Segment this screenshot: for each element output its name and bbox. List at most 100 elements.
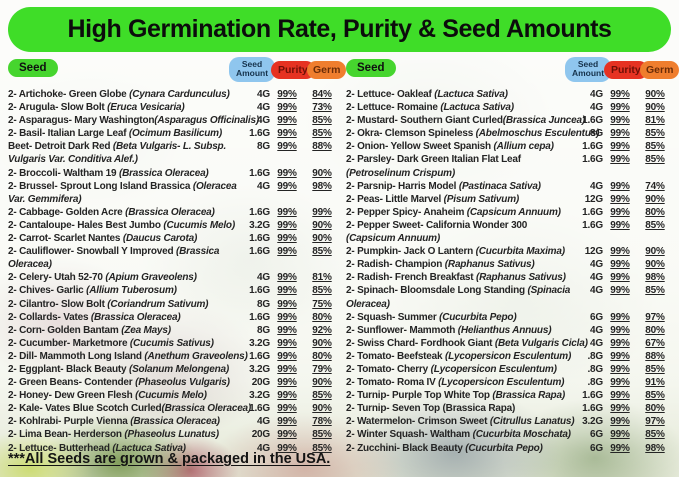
seed-row: 2- Collards- Vates (Brassica Oleracea) 1.… <box>8 311 340 324</box>
seed-name: 2- Cauliflower- Snowball Y Improved (Bra… <box>8 246 220 271</box>
seed-name: 2- Watermelon- Crimson Sweet (Citrullus … <box>346 416 575 428</box>
purity-value: 99% <box>277 377 297 389</box>
seed-name: 2- Mustard- Southern Giant Curled(Brassi… <box>346 115 585 127</box>
purity-value: 99% <box>610 259 630 271</box>
purity-value: 99% <box>610 154 630 166</box>
purity-value: 99% <box>277 337 297 349</box>
latin-name: (Lycopersicon Esculentum) <box>430 363 557 375</box>
purity-value: 99% <box>610 193 630 205</box>
seed-name: 2- Onion- Yellow Sweet Spanish (Allium c… <box>346 141 554 153</box>
seed-amount-value: 12G <box>584 246 604 258</box>
latin-name: (Cucurbita Maxima) <box>475 246 565 258</box>
purity-value: 99% <box>277 403 297 415</box>
germ-value: 80% <box>645 403 665 415</box>
seed-row: 2- Swiss Chard- Fordhook Giant (Beta Vul… <box>346 337 673 350</box>
latin-name: (Lycopersicon Esculentum) <box>444 350 572 362</box>
purity-value: 99% <box>277 141 297 153</box>
seed-amount-value: 1.6G <box>249 350 270 362</box>
usa-footer-note: ***All Seeds are grown & packaged in the… <box>8 451 331 467</box>
latin-name: (Cucumis Melo) <box>163 219 235 231</box>
purity-value: 99% <box>277 324 297 336</box>
germ-value: 90% <box>645 102 665 114</box>
seed-row: 2- Pepper Sweet- California Wonder 300 (… <box>346 219 673 245</box>
germ-value: 78% <box>312 416 332 428</box>
purity-value: 99% <box>277 298 297 310</box>
purity-value: 99% <box>277 416 297 428</box>
seed-row: 2- Tomato- Cherry (Lycopersicon Esculent… <box>346 363 673 376</box>
germ-value: 85% <box>312 442 332 454</box>
seed-amount-value: 1.6G <box>582 206 603 218</box>
seed-amount-value: 1.6G <box>249 233 270 245</box>
purity-header-pill: Purity <box>271 61 315 79</box>
seed-row: 2- Turnip- Purple Top White Top (Brassic… <box>346 389 673 402</box>
purity-value: 99% <box>610 324 630 336</box>
seed-amount-value: 4G <box>590 285 603 297</box>
latin-name: (Phaseolus Lunatus) <box>124 429 219 441</box>
latin-name: (Solanum Melongena) <box>128 363 230 375</box>
seed-name: 2- Radish- Champion (Raphanus Sativus) <box>346 259 535 271</box>
seed-name: 2- Arugula- Slow Bolt (Eruca Vesicaria) <box>8 102 185 114</box>
seed-amount-value: 1.6G <box>249 167 270 179</box>
seed-amount-value: 8G <box>257 141 270 153</box>
germ-value: 84% <box>312 89 332 100</box>
latin-name: (Abelmoschus Esculentus) <box>475 128 600 140</box>
purity-value: 99% <box>277 350 297 362</box>
seed-row: 2- Onion- Yellow Sweet Spanish (Allium c… <box>346 140 673 153</box>
seed-amount-value: 4G <box>257 272 270 284</box>
purity-value: 99% <box>277 442 297 454</box>
purity-value: 99% <box>610 350 630 362</box>
seed-name: 2- Radish- French Breakfast (Raphanus Sa… <box>346 272 566 284</box>
latin-name: (Ocimum Basilicum) <box>128 128 222 140</box>
seed-amount-value: 1.6G <box>249 403 270 415</box>
seed-amount-value: 4G <box>590 324 603 336</box>
seed-row: 2- Pepper Spicy- Anaheim (Capsicum Annuu… <box>346 206 673 219</box>
column-headers-left: Seed Seed Amount Purity Germ <box>8 56 347 86</box>
germ-value: 90% <box>312 167 332 179</box>
germ-value: 90% <box>312 337 332 349</box>
seed-name: 2- Basil- Italian Large Leaf (Ocimum Bas… <box>8 128 222 140</box>
seed-row: 2- Lettuce- Butterhead (Lactuca Sativa) 4… <box>8 442 340 455</box>
seed-amount-value: 8G <box>590 128 603 140</box>
purity-value: 99% <box>277 363 297 375</box>
seed-amount-value: .8G <box>587 350 603 362</box>
seed-row: 2- Radish- French Breakfast (Raphanus Sa… <box>346 271 673 284</box>
seed-name: 2- Parsley- Dark Green Italian Flat Leaf… <box>346 154 521 179</box>
seed-name: 2- Lettuce- Butterhead (Lactuca Sativa) <box>8 442 186 454</box>
latin-name: (Allium cepa) <box>493 141 554 153</box>
purity-value: 99% <box>277 311 297 323</box>
seed-name: 2- Winter Squash- Waltham (Cucurbita Mos… <box>346 429 571 441</box>
germ-value: 92% <box>312 324 332 336</box>
germ-value: 85% <box>645 285 665 297</box>
seed-row: 2- Kohlrabi- Purple Vienna (Brassica Ole… <box>8 415 340 428</box>
purity-value: 99% <box>277 206 297 218</box>
germ-value: 74% <box>645 180 665 192</box>
latin-name: (Brassica Oleracea) <box>118 167 209 179</box>
seed-amount-value: 20G <box>251 377 271 389</box>
seed-amount-value: 1.6G <box>582 403 603 415</box>
germ-value: 88% <box>645 350 665 362</box>
seed-name: 2- Cantaloupe- Hales Best Jumbo (Cucumis… <box>8 219 235 231</box>
germ-value: 97% <box>645 416 665 428</box>
seed-row: 2- Corn- Golden Bantam (Zea Mays) 8G 99% 92… <box>8 324 340 337</box>
seed-amount-value: 6G <box>590 442 603 454</box>
seed-name: 2- Green Beans- Contender (Phaseolus Vul… <box>8 377 230 389</box>
germ-value: 88% <box>312 141 332 153</box>
purity-value: 99% <box>610 128 630 140</box>
germ-value: 80% <box>312 311 332 323</box>
purity-value: 99% <box>610 246 630 258</box>
seed-name: 2- Collards- Vates (Brassica Oleracea) <box>8 311 181 323</box>
germ-value: 80% <box>312 350 332 362</box>
seed-row: 2- Cauliflower- Snowball Y Improved (Bra… <box>8 245 340 271</box>
latin-name: (Cucurbita Pepo) <box>439 311 517 323</box>
seed-amount-value: .8G <box>587 363 603 375</box>
germ-value: 85% <box>645 141 665 153</box>
latin-name: (Raphanus Sativus) <box>476 272 566 284</box>
seed-name: 2- Pepper Spicy- Anaheim (Capsicum Annuu… <box>346 206 561 218</box>
germ-value: 85% <box>312 246 332 258</box>
seed-table-right-column: 2- Lettuce- Oakleaf (Lactuca Sativa) 4G 99… <box>346 88 673 455</box>
latin-name: (Brassica Oleracea) <box>125 206 215 218</box>
seed-amount-value: 3.2G <box>249 337 270 349</box>
latin-name: (Capsicum Annuum) <box>346 233 441 245</box>
seed-amount-value: 1.6G <box>582 219 603 231</box>
